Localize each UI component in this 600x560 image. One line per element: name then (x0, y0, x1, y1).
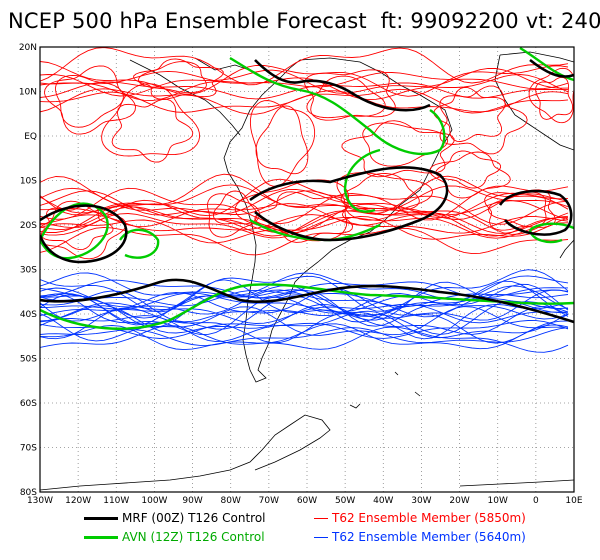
legend-blue-member: T62 Ensemble Member (5640m) (314, 529, 526, 545)
longitude-label: 130W (27, 496, 53, 506)
red-member-contour (362, 122, 449, 167)
red-member-contour (435, 150, 502, 189)
blue-member-contour (40, 280, 569, 326)
latitude-label: 20N (19, 43, 37, 53)
blue-member-contour (40, 304, 569, 335)
blue-member-contour (40, 291, 569, 320)
latitude-label: 70S (20, 444, 37, 454)
red-member-contour (304, 69, 396, 121)
legend-avn: AVN (12Z) T126 Control (84, 529, 265, 545)
latitude-label: 80S (20, 488, 37, 498)
red-member-contour (40, 187, 569, 219)
latitude-label: 10S (20, 177, 37, 187)
red-member-contour (40, 200, 569, 228)
longitude-label: 70W (259, 496, 279, 506)
red-member-contour (111, 98, 194, 163)
red-member-contour (249, 100, 316, 187)
longitude-label: 20W (449, 496, 469, 506)
legend-avn-label: AVN (12Z) T126 Control (122, 530, 265, 544)
red-member-contour (101, 83, 201, 157)
latitude-labels: 20N 10N EQ 10S 20S 30S 40S 50S 60S 70S 80S (19, 43, 37, 498)
lat-lon-grid (40, 47, 574, 492)
red-member-contour (40, 206, 569, 234)
blue-member-contour (40, 310, 569, 343)
red-member-contour (207, 193, 260, 238)
longitude-label: 60W (297, 496, 317, 506)
map-title: NCEP 500 hPa Ensemble Forecast ft: 99092… (8, 9, 600, 33)
legend-avn-swatch (84, 536, 118, 539)
blue-member-contour (40, 320, 569, 339)
longitude-label: 10W (488, 496, 508, 506)
red-member-contour (40, 176, 569, 221)
longitude-label: 110W (103, 496, 129, 506)
longitude-label: 100W (141, 496, 167, 506)
longitude-labels: 130W 120W 110W 100W 90W 80W 70W 60W 50W 40W 30W 20W… (27, 496, 583, 506)
red-member-contour (535, 76, 574, 120)
longitude-label: 80W (221, 496, 241, 506)
blue-member-contour (40, 325, 569, 353)
map-frame (39, 46, 575, 493)
legend-mrf: MRF (00Z) T126 Control (84, 510, 266, 526)
blue-ensemble-contours (40, 269, 569, 353)
longitude-label: 10E (565, 496, 582, 506)
red-member-contour (40, 90, 569, 113)
red-member-contour (40, 200, 127, 260)
longitude-label: 40W (373, 496, 393, 506)
longitude-label: 50W (335, 496, 355, 506)
red-member-contour (439, 85, 528, 155)
red-member-contour (341, 120, 455, 178)
red-member-contour (40, 61, 569, 97)
latitude-label: 30S (20, 266, 37, 276)
red-member-contour (429, 151, 511, 199)
legend-mrf-label: MRF (00Z) T126 Control (122, 511, 266, 525)
latitude-label: 10N (19, 88, 37, 98)
blue-member-contour (40, 288, 569, 323)
africa-coastline (494, 51, 574, 259)
latitude-label: 20S (20, 221, 37, 231)
coastlines (40, 51, 574, 491)
latitude-label: 50S (20, 355, 37, 365)
blue-member-contour (40, 293, 569, 335)
red-member-contour (40, 184, 569, 214)
red-member-contour (212, 190, 258, 225)
red-member-contour (40, 215, 569, 244)
red-member-contour (44, 65, 136, 135)
red-member-contour (340, 173, 420, 211)
legend-blue-label: T62 Ensemble Member (5640m) (332, 530, 526, 544)
red-member-contour (138, 61, 207, 94)
legend-red-member: T62 Ensemble Member (5850m) (314, 510, 526, 526)
red-member-contour (306, 75, 386, 119)
legend-red-swatch (314, 518, 328, 519)
mrf-control-contours (40, 58, 574, 324)
red-member-contour (133, 58, 224, 100)
latitude-label: 60S (20, 399, 37, 409)
latitude-label: 40S (20, 310, 37, 320)
red-member-contour (40, 205, 568, 237)
red-ensemble-contours (40, 47, 574, 260)
red-member-contour (528, 67, 574, 124)
antarctica-coastline (40, 414, 574, 491)
red-member-contour (40, 81, 569, 100)
red-member-contour (40, 187, 569, 225)
latitude-label: EQ (24, 132, 37, 142)
longitude-label: 30W (411, 496, 431, 506)
red-member-contour (336, 172, 433, 221)
legend-red-label: T62 Ensemble Member (5850m) (332, 511, 526, 525)
longitude-label: 120W (65, 496, 91, 506)
blue-member-contour (40, 302, 569, 324)
red-member-contour (55, 74, 124, 128)
blue-member-contour (40, 269, 569, 313)
legend-blue-swatch (314, 537, 328, 538)
legend-mrf-swatch (84, 517, 118, 520)
longitude-label: 90W (182, 496, 202, 506)
blue-member-contour (40, 272, 569, 301)
red-member-contour (255, 105, 309, 175)
red-member-contour (254, 191, 354, 243)
longitude-label: 0 (533, 496, 539, 506)
red-member-contour (40, 173, 569, 216)
red-member-contour (40, 47, 569, 86)
